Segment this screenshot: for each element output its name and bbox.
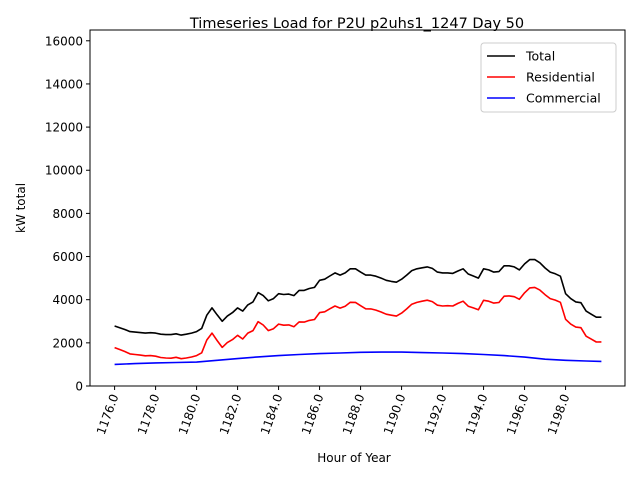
legend-box	[480, 42, 617, 113]
y-tick-label: 12000	[45, 121, 83, 135]
y-tick-label: 8000	[52, 207, 83, 221]
series-line-total	[114, 258, 602, 336]
y-tick-label: 10000	[45, 164, 83, 178]
chart-title: Timeseries Load for P2U p2uhs1_1247 Day …	[189, 16, 524, 32]
y-tick-label: 14000	[45, 77, 83, 91]
legend-label-total: Total	[525, 49, 555, 64]
x-axis-label: Hour of Year	[317, 451, 391, 465]
series-line-residential	[114, 286, 602, 360]
y-axis-label: kW total	[14, 183, 28, 233]
y-tick-label: 2000	[52, 336, 83, 350]
legend-label-commercial: Commercial	[526, 91, 601, 106]
plot-frame	[89, 29, 626, 387]
y-tick-label: 16000	[45, 34, 83, 48]
legend-label-residential: Residential	[526, 70, 595, 85]
y-axis: 0 2000 4000 6000 8000 10000 12000 14000 16000	[45, 34, 90, 394]
series-layer	[114, 258, 602, 366]
y-tick-label: 6000	[52, 250, 83, 264]
legend: Total Residential Commercial	[480, 42, 617, 113]
y-tick-label: 4000	[52, 293, 83, 307]
y-tick-label: 0	[75, 380, 83, 394]
series-line-commercial	[114, 351, 602, 366]
